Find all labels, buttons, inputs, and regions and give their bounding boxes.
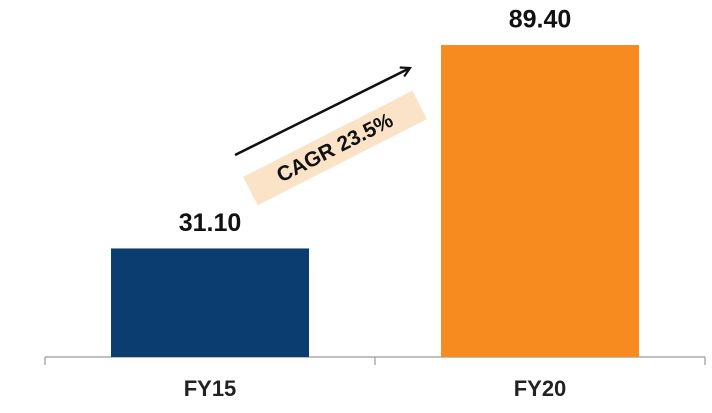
x-tick-label: FY20	[514, 376, 567, 401]
annotation-background	[243, 90, 427, 206]
annotation-text: CAGR 23.5%	[273, 109, 397, 187]
bar	[441, 44, 639, 358]
growth-arrow	[234, 68, 410, 157]
annotation: CAGR 23.5%	[243, 90, 427, 206]
value-label: 31.10	[179, 209, 242, 237]
value-label: 89.40	[509, 6, 572, 34]
x-tick-label: FY15	[184, 376, 237, 401]
bar	[111, 248, 309, 357]
